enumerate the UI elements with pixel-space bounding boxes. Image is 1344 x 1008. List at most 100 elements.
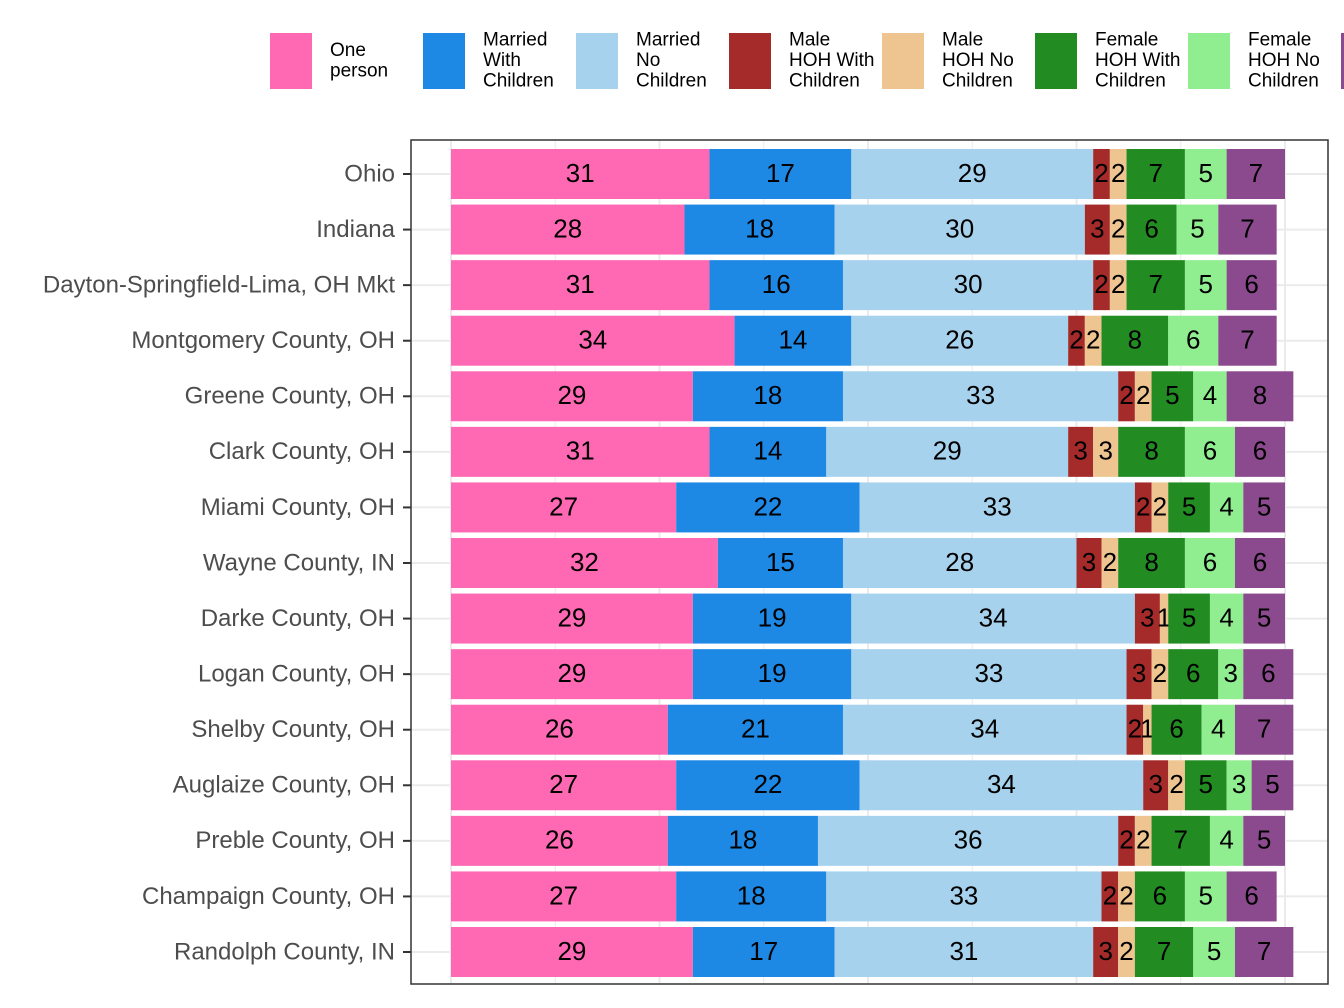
bar-value-label: 8: [1144, 436, 1158, 466]
bar-segment: [1109, 149, 1127, 199]
bar-value-label: 14: [753, 436, 782, 466]
bar-value-label: 2: [1136, 380, 1150, 410]
bar-value-label: 5: [1257, 491, 1271, 521]
bar-segment: [1143, 704, 1152, 755]
bar-segment: [1076, 538, 1102, 588]
bar-row: 26 18 36 2 2 7 4 5: [451, 815, 1285, 866]
bar-value-label: 7: [1257, 936, 1271, 966]
bar-value-label: 31: [566, 436, 595, 466]
bar-value-label: 2: [1169, 769, 1183, 799]
bar-segment: [1109, 260, 1127, 311]
bar-segment: [709, 260, 843, 311]
bar-segment: [1151, 815, 1210, 866]
bar-segment: [1168, 315, 1219, 366]
bar-segment: [1226, 760, 1252, 811]
bar-segment: [1134, 482, 1152, 533]
bar-segment: [1126, 704, 1144, 755]
y-axis-tick-label: Montgomery County, OH: [131, 327, 395, 354]
bar-segment: [1184, 760, 1227, 811]
bar-segment: [692, 649, 852, 700]
bar-value-label: 34: [970, 714, 999, 744]
bar-segment: [1243, 593, 1285, 644]
bar-value-label: 7: [1249, 158, 1263, 188]
bar-value-label: 31: [566, 158, 595, 188]
bar-value-label: 30: [945, 213, 974, 243]
bar-segment: [859, 760, 1144, 811]
bar-segment: [1184, 426, 1235, 477]
bar-value-label: 3: [1148, 769, 1162, 799]
legend-key: [1341, 33, 1344, 89]
bar-segment: [1226, 149, 1285, 199]
bar-segment: [692, 593, 852, 644]
bar-segment: [1243, 649, 1294, 700]
bar-segment: [1251, 760, 1294, 811]
bar-value-label: 5: [1182, 602, 1196, 632]
bar-value-label: 5: [1257, 825, 1271, 855]
bar-value-label: 28: [553, 213, 582, 243]
bar-segment: [1151, 704, 1202, 755]
bar-segment: [676, 760, 860, 811]
bar-value-label: 3: [1132, 658, 1146, 688]
bars: 31 17 29 2 2 7 5 728 18 30 3 2 6 5 731 16 30 2 2 7 5 634 14 26 2…: [451, 149, 1294, 977]
bar-value-label: 2: [1094, 158, 1108, 188]
bar-segment: [451, 871, 677, 922]
bar-segment: [817, 815, 1119, 866]
bar-segment: [1151, 649, 1169, 700]
bar-value-label: 33: [949, 880, 978, 910]
bar-segment: [1184, 260, 1227, 311]
bar-row: 32 15 28 3 2 8 6 6: [451, 538, 1285, 588]
bar-value-label: 22: [753, 491, 782, 521]
bar-segment: [1118, 538, 1185, 588]
bar-value-label: 17: [766, 158, 795, 188]
bar-value-label: 18: [753, 380, 782, 410]
bar-segment: [1168, 760, 1185, 811]
bar-segment: [1168, 649, 1219, 700]
bar-value-label: 3: [1232, 769, 1246, 799]
bar-value-label: 21: [741, 714, 770, 744]
bar-segment: [1134, 371, 1152, 422]
bar-segment: [842, 538, 1077, 588]
bar-segment: [1134, 927, 1194, 977]
bar-value-label: 29: [557, 936, 586, 966]
bar-segment: [1093, 149, 1110, 199]
bar-segment: [451, 315, 735, 366]
bar-value-label: 7: [1257, 714, 1271, 744]
bar-segment: [859, 482, 1135, 533]
bar-value-label: 36: [954, 825, 983, 855]
bar-segment: [1193, 927, 1235, 977]
bar-value-label: 4: [1219, 825, 1233, 855]
bar-segment: [1168, 482, 1210, 533]
bar-segment: [676, 482, 860, 533]
legend-label: Children: [789, 71, 860, 92]
bar-value-label: 29: [557, 602, 586, 632]
y-axis-tick-label: Clark County, OH: [209, 438, 395, 465]
bar-segment: [1218, 315, 1277, 366]
bar-segment: [1101, 538, 1119, 588]
bar-value-label: 5: [1199, 269, 1213, 299]
bar-value-label: 2: [1153, 491, 1167, 521]
bar-segment: [1084, 315, 1102, 366]
bar-segment: [1209, 593, 1244, 644]
bar-value-label: 29: [557, 658, 586, 688]
bar-segment: [1126, 260, 1185, 311]
bar-segment: [1226, 371, 1294, 422]
bar-row: 27 18 33 2 2 6 5 6: [451, 871, 1277, 922]
bar-value-label: 2: [1153, 658, 1167, 688]
legend-label: Married: [636, 30, 700, 51]
bar-segment: [1243, 482, 1285, 533]
bar-segment: [451, 149, 710, 199]
bar-value-label: 6: [1144, 213, 1158, 243]
bar-value-label: 6: [1186, 325, 1200, 355]
bar-segment: [692, 927, 835, 977]
y-axis-tick-label: Logan County, OH: [198, 660, 395, 687]
bar-segment: [1118, 815, 1135, 866]
bar-value-label: 2: [1111, 269, 1125, 299]
bar-value-label: 3: [1073, 436, 1087, 466]
y-axis-tick-label: Greene County, OH: [185, 383, 395, 410]
bar-value-label: 2: [1111, 213, 1125, 243]
bar-segment: [1118, 371, 1135, 422]
bar-segment: [1218, 649, 1244, 700]
